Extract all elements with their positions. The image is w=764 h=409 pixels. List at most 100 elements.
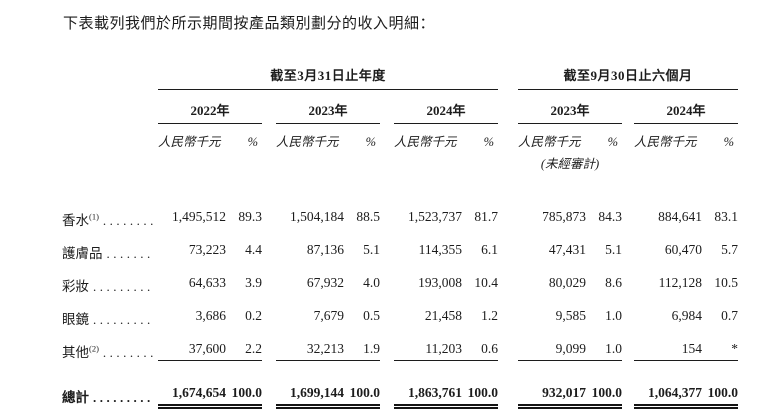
- amount-cell: 1,863,761: [394, 361, 462, 409]
- spacer-cell: [262, 295, 276, 328]
- percent-cell: 10.4: [474, 275, 499, 290]
- percent-cell: *: [702, 328, 739, 361]
- amount-cell: 37,600: [158, 328, 226, 361]
- percent-label: %: [247, 135, 258, 149]
- percent-cell: 8.6: [605, 275, 623, 290]
- amount-cell: 884,641: [658, 209, 703, 224]
- spacer-cell: [622, 124, 634, 151]
- row-label: 總計.........: [62, 361, 158, 406]
- dot-leader: .........: [93, 312, 154, 327]
- spacer-cell: [62, 65, 158, 90]
- spacer-cell: [622, 150, 738, 172]
- amount-cell: 9,099: [518, 328, 587, 361]
- spacer-cell: [262, 124, 276, 151]
- percent-cell: 1.0: [605, 308, 623, 323]
- amount-cell: 1,504,184: [290, 209, 344, 224]
- spacer-cell: [498, 65, 518, 90]
- year-header-2024: 2024年: [394, 89, 499, 124]
- amount-cell: 6,984: [671, 308, 703, 323]
- percent-cell: 6.1: [481, 242, 499, 257]
- spacer-cell: [262, 90, 276, 124]
- percent-cell: 0.2: [245, 308, 262, 323]
- lead-in-text: 下表載列我們於所示期間按產品類別劃分的收入明細：: [63, 16, 436, 32]
- amount-cell: 64,633: [188, 275, 226, 290]
- percent-cell: 81.7: [474, 209, 499, 224]
- percent-cell: 0.6: [462, 328, 499, 361]
- row-label: 其他(2)........: [62, 328, 158, 361]
- percent-cell: 83.1: [714, 209, 739, 224]
- amount-cell: 3,686: [195, 308, 226, 323]
- amount-cell: 80,029: [548, 275, 587, 290]
- spacer-cell: [498, 328, 518, 361]
- spacer-cell: [622, 262, 634, 295]
- amount-cell: 785,873: [542, 209, 587, 224]
- spacer-cell: [262, 196, 276, 229]
- amount-cell: 11,203: [394, 328, 462, 361]
- dot-leader: ........: [102, 213, 157, 228]
- category-name: 眼鏡: [62, 312, 89, 327]
- table-row-eyewear: 眼鏡......... 3,686 0.2 7,679 0.5 21,458 1…: [62, 295, 738, 328]
- unaudited-note: (未經審計): [540, 157, 600, 171]
- spacer-cell: [622, 295, 634, 328]
- category-name: 彩妝: [62, 279, 89, 294]
- unit-label: 人民幣千元: [518, 135, 581, 149]
- spacer-cell: [62, 150, 518, 172]
- percent-cell: 4.0: [363, 275, 380, 290]
- row-label: 彩妝.........: [62, 262, 158, 295]
- spacer-cell: [380, 90, 394, 124]
- spacer-cell: [380, 196, 394, 229]
- group-header-row: 截至3月31日止年度 截至9月30日止六個月: [62, 65, 739, 90]
- footnote-ref: (2): [89, 343, 99, 354]
- amount-cell: 47,431: [548, 242, 587, 257]
- percent-cell: 88.5: [356, 209, 380, 224]
- category-name: 香水: [62, 213, 89, 228]
- amount-cell: 60,470: [664, 242, 703, 257]
- percent-cell: 2.2: [226, 328, 262, 361]
- percent-cell: 100.0: [344, 361, 380, 409]
- amount-cell: 87,136: [306, 242, 344, 257]
- dot-leader: .........: [93, 390, 154, 405]
- amount-cell: 154: [634, 328, 703, 361]
- amount-cell: 932,017: [518, 361, 587, 409]
- spacer-cell: [62, 90, 158, 124]
- year-header-2023-interim: 2023年: [518, 89, 623, 124]
- percent-cell: 10.5: [714, 275, 739, 290]
- table-row-others: 其他(2)........ 37,600 2.2 32,213 1.9 11,2…: [62, 328, 739, 361]
- spacer-cell: [62, 172, 738, 196]
- amount-cell: 7,679: [313, 308, 344, 323]
- percent-cell: 100.0: [702, 361, 739, 409]
- unit-label: 人民幣千元: [394, 135, 457, 149]
- table-row-makeup: 彩妝......... 64,633 3.9 67,932 4.0 193,00…: [62, 262, 738, 295]
- category-name: 其他: [62, 345, 89, 360]
- amount-cell: 1,495,512: [172, 209, 226, 224]
- percent-label: %: [607, 135, 619, 149]
- percent-cell: 84.3: [598, 209, 623, 224]
- percent-cell: 100.0: [226, 361, 262, 409]
- percent-cell: 1.0: [586, 328, 623, 361]
- spacer-cell: [262, 328, 276, 361]
- row-label: 眼鏡.........: [62, 295, 158, 328]
- spacer-cell: [380, 262, 394, 295]
- percent-cell: 5.1: [605, 242, 623, 257]
- amount-cell: 1,064,377: [634, 361, 703, 409]
- unit-label: 人民幣千元: [276, 135, 339, 149]
- unit-header-row: 人民幣千元 % 人民幣千元 % 人民幣千元 % 人民幣千元 % 人民幣千元 %: [62, 124, 738, 151]
- spacer-cell: [380, 229, 394, 262]
- spacer-cell: [622, 90, 634, 124]
- dot-leader: ........: [102, 345, 157, 360]
- amount-cell: 114,355: [418, 242, 462, 257]
- amount-cell: 21,458: [424, 308, 462, 323]
- table-row-skincare: 護膚品....... 73,223 4.4 87,136 5.1 114,355…: [62, 229, 738, 262]
- year-header-2022: 2022年: [158, 89, 262, 124]
- spacer-cell: [498, 90, 518, 124]
- percent-cell: 5.7: [721, 242, 739, 257]
- percent-cell: 0.5: [363, 308, 380, 323]
- spacer-cell: [62, 124, 158, 151]
- amount-cell: 32,213: [276, 328, 344, 361]
- percent-cell: 100.0: [462, 361, 499, 409]
- percent-cell: 3.9: [245, 275, 262, 290]
- percent-label: %: [365, 135, 376, 149]
- revenue-by-category-table: 截至3月31日止年度 截至9月30日止六個月 2022年 2023年 2024年…: [62, 65, 739, 409]
- spacer-cell: [380, 295, 394, 328]
